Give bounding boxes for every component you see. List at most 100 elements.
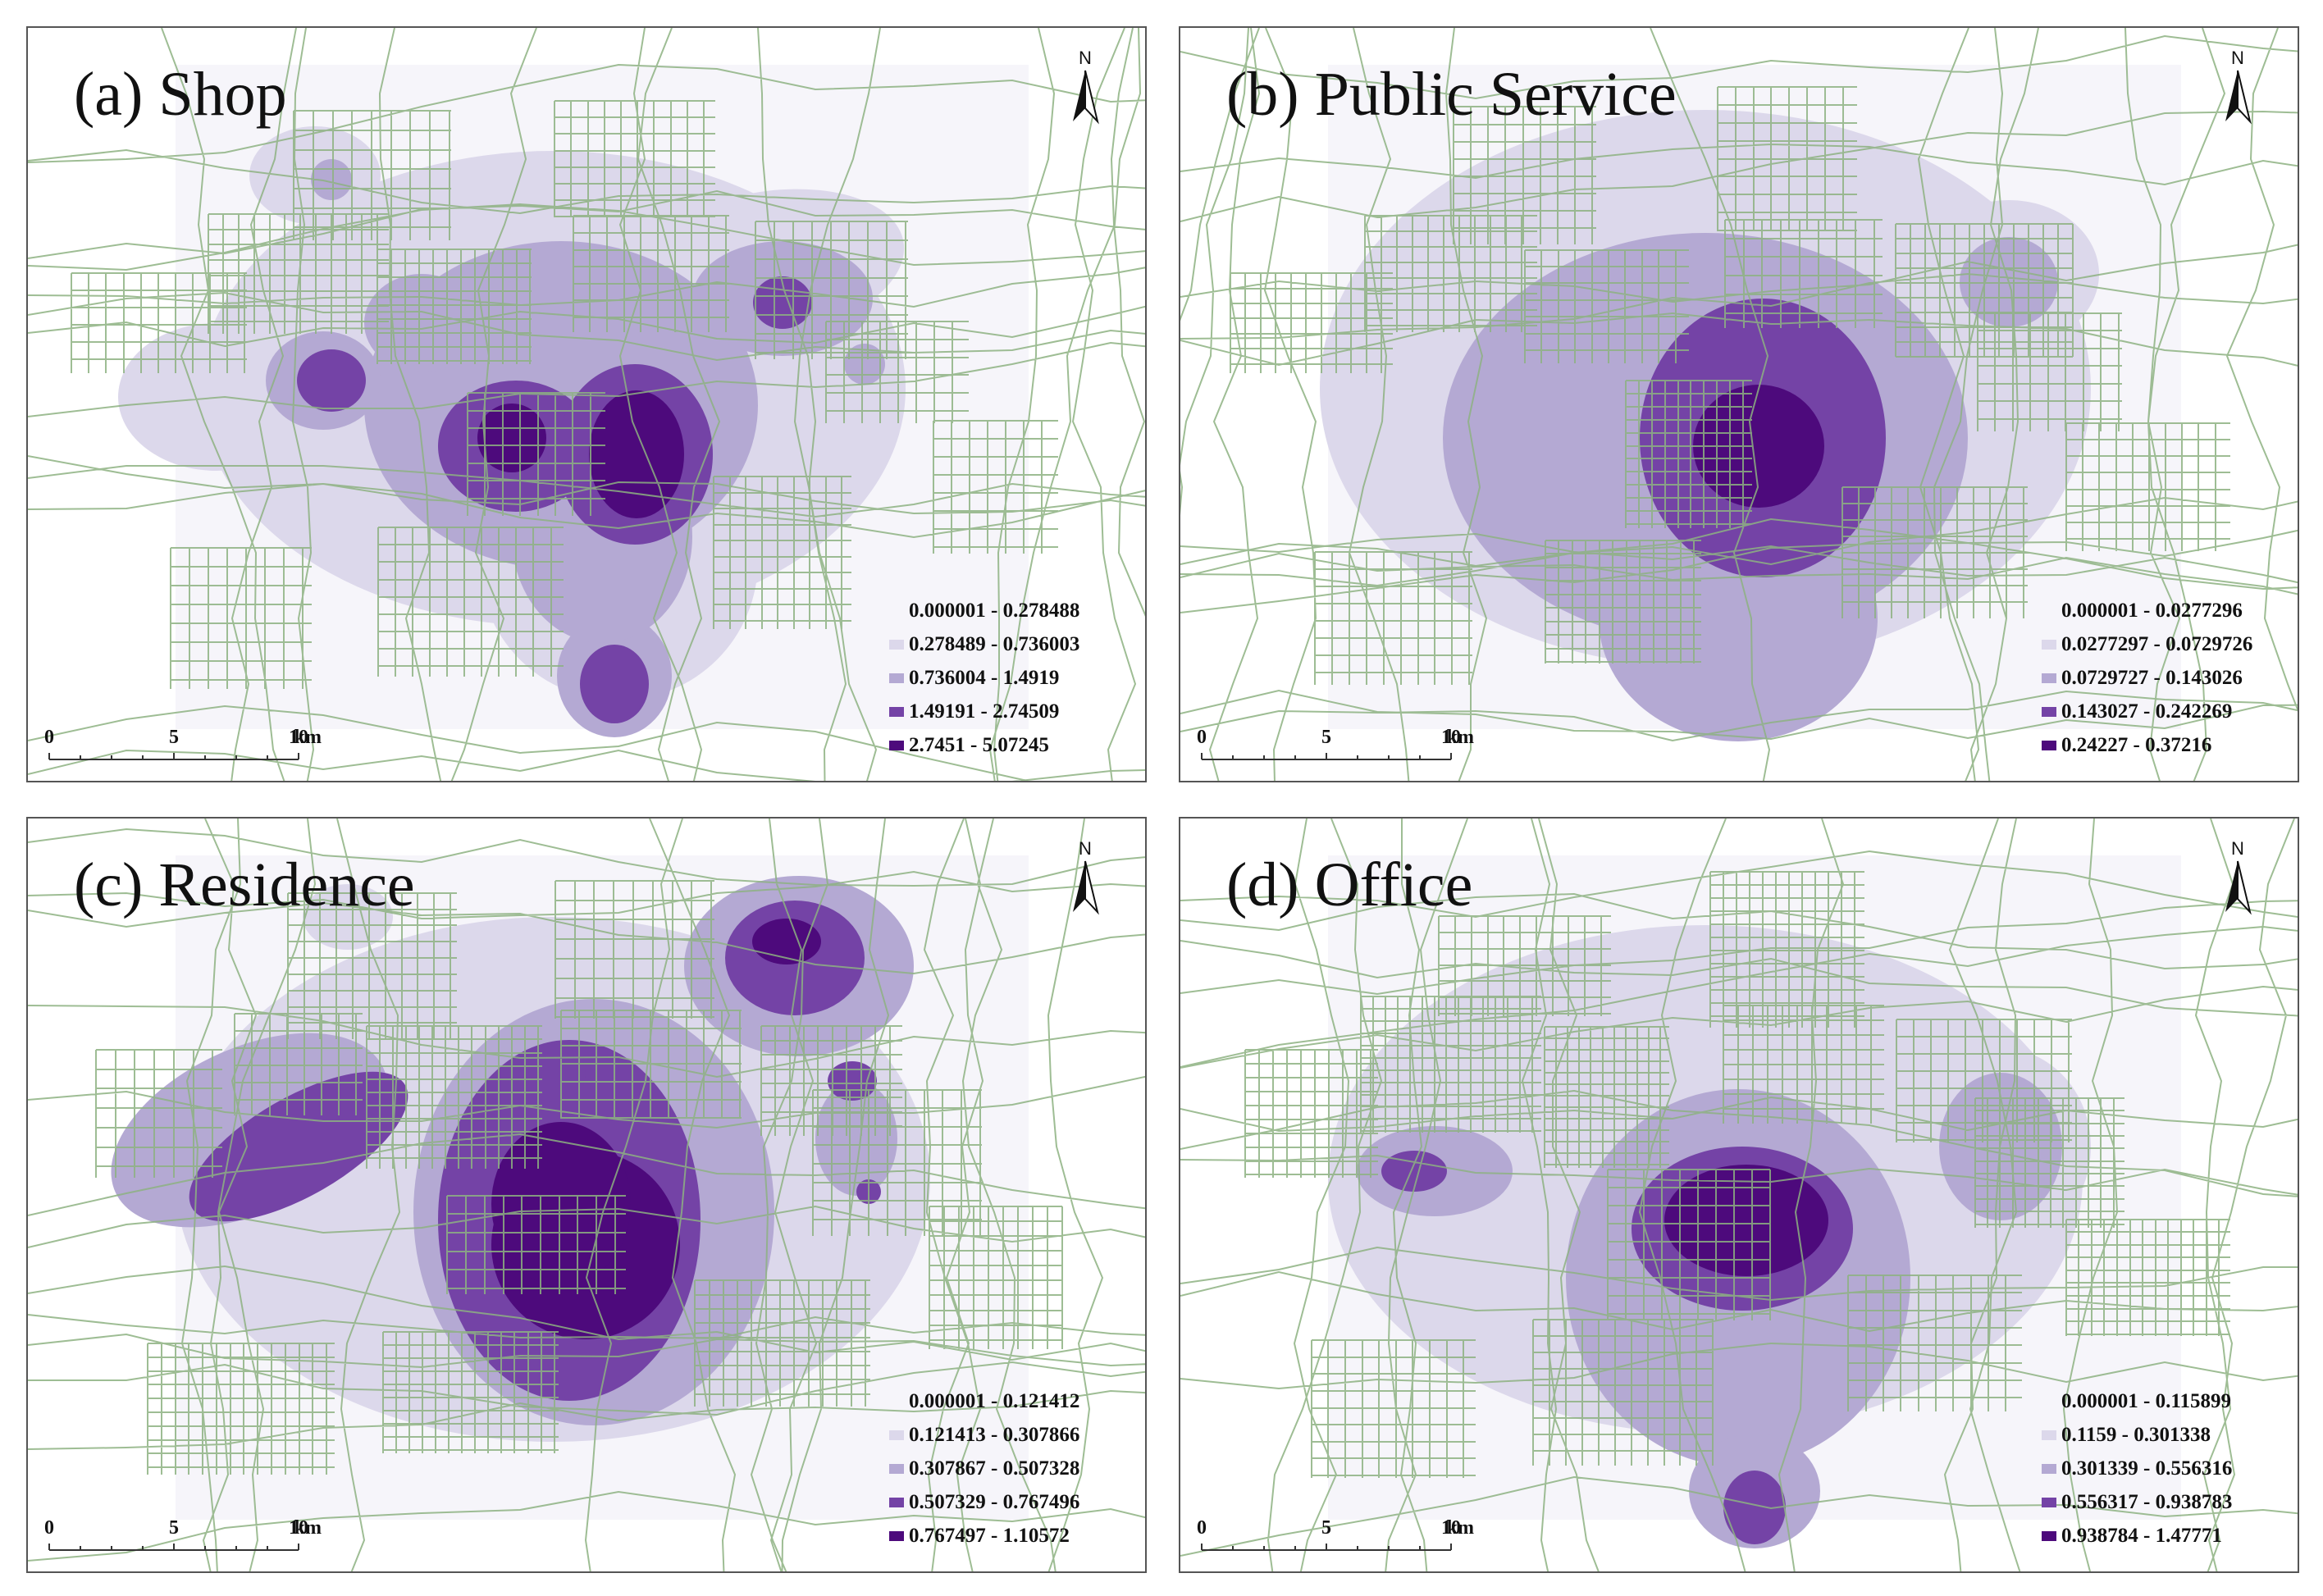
legend-label: 0.121413 - 0.307866 — [909, 1423, 1080, 1446]
north-arrow-icon: N — [1073, 838, 1099, 915]
legend-label: 0.507329 - 0.767496 — [909, 1490, 1080, 1513]
legend-swatch — [2042, 740, 2056, 750]
legend-item: 0.507329 - 0.767496 — [889, 1485, 1135, 1519]
legend-item: 0.938784 - 1.47771 — [2042, 1519, 2288, 1553]
legend-label: 0.556317 - 0.938783 — [2061, 1490, 2233, 1513]
svg-text:km: km — [1447, 727, 1474, 748]
legend-label: 0.278489 - 0.736003 — [909, 632, 1080, 655]
density-zone-class-5 — [589, 390, 684, 518]
legend-item: 0.0729727 - 0.143026 — [2042, 661, 2288, 695]
density-map-public-service — [1180, 28, 2298, 781]
north-label: N — [1079, 48, 1092, 68]
legend-swatch — [889, 706, 904, 717]
north-label: N — [1079, 838, 1092, 859]
legend: 0.000001 - 0.115899 0.1159 - 0.301338 0.… — [2042, 1384, 2288, 1553]
north-arrow-icon: N — [2225, 48, 2252, 125]
legend-item: 0.307867 - 0.507328 — [889, 1452, 1135, 1485]
svg-text:0: 0 — [1197, 727, 1207, 748]
legend-label: 0.143027 - 0.242269 — [2061, 700, 2233, 723]
legend-label: 0.24227 - 0.37216 — [2061, 733, 2212, 756]
north-arrow-icon: N — [1073, 48, 1099, 125]
density-zone-class-5 — [1664, 1165, 1828, 1276]
legend-label: 0.000001 - 0.115899 — [2061, 1389, 2231, 1412]
legend-label: 0.0729727 - 0.143026 — [2061, 666, 2243, 689]
density-zone-class-5 — [1693, 385, 1824, 508]
legend-item: 0.278489 - 0.736003 — [889, 627, 1135, 661]
scale-bar: 0 5 10 km — [1197, 1517, 1474, 1551]
legend-item: 0.000001 - 0.121412 — [889, 1384, 1135, 1418]
legend-swatch — [889, 639, 904, 650]
legend-label: 0.307867 - 0.507328 — [909, 1457, 1080, 1480]
legend-swatch — [889, 605, 904, 616]
legend-swatch — [889, 740, 904, 750]
legend-label: 2.7451 - 5.07245 — [909, 733, 1049, 756]
legend: 0.000001 - 0.0277296 0.0277297 - 0.07297… — [2042, 594, 2288, 762]
density-map-office — [1180, 819, 2298, 1571]
scale-bar: 0 5 10 km — [44, 727, 322, 760]
legend-label: 0.938784 - 1.47771 — [2061, 1524, 2222, 1547]
svg-text:5: 5 — [169, 1517, 179, 1539]
legend-label: 0.301339 - 0.556316 — [2061, 1457, 2233, 1480]
legend-item: 0.1159 - 0.301338 — [2042, 1418, 2288, 1452]
svg-text:10: 10 — [1441, 727, 1461, 748]
density-zone-class-4 — [580, 645, 649, 723]
north-label: N — [2231, 48, 2244, 68]
road-network — [1180, 28, 2298, 781]
panel-title: (c) Residence — [74, 850, 415, 919]
legend-label: 0.000001 - 0.121412 — [909, 1389, 1080, 1412]
legend-swatch — [889, 673, 904, 683]
legend-swatch — [2042, 605, 2056, 616]
panel-title: (d) Office — [1226, 850, 1473, 919]
legend-swatch — [2042, 1463, 2056, 1474]
legend: 0.000001 - 0.278488 0.278489 - 0.736003 … — [889, 594, 1135, 762]
legend-item: 0.24227 - 0.37216 — [2042, 728, 2288, 762]
svg-text:0: 0 — [1197, 1517, 1207, 1539]
density-zone-class-5 — [752, 919, 821, 964]
svg-text:0: 0 — [44, 1517, 54, 1539]
svg-text:5: 5 — [1321, 727, 1331, 748]
map-panel-office: (d) Office N 0.000001 - 0.115899 0.1159 … — [1179, 817, 2299, 1573]
legend-swatch — [2042, 639, 2056, 650]
north-label: N — [2231, 838, 2244, 859]
legend-swatch — [889, 1430, 904, 1440]
map-panel-residence: (c) Residence N 0.000001 - 0.121412 0.12… — [26, 817, 1147, 1573]
legend-swatch — [2042, 1530, 2056, 1541]
legend-swatch — [2042, 673, 2056, 683]
map-panel-public-service: (b) Public Service N 0.000001 - 0.027729… — [1179, 26, 2299, 782]
road-network — [1180, 819, 2298, 1571]
legend-swatch — [2042, 1396, 2056, 1407]
scale-bar: 0 5 10 km — [44, 1517, 322, 1551]
road-network — [28, 28, 1145, 781]
density-zone-class-4 — [189, 1071, 408, 1222]
legend-swatch — [889, 1497, 904, 1507]
legend-label: 0.767497 - 1.10572 — [909, 1524, 1070, 1547]
legend-swatch — [2042, 706, 2056, 717]
legend-item: 0.767497 - 1.10572 — [889, 1519, 1135, 1553]
legend-label: 0.000001 - 0.0277296 — [2061, 599, 2243, 622]
scale-bar: 0 5 10 km — [1197, 727, 1474, 760]
legend-item: 0.121413 - 0.307866 — [889, 1418, 1135, 1452]
legend-label: 1.49191 - 2.74509 — [909, 700, 1060, 723]
svg-text:km: km — [294, 1517, 322, 1539]
legend-item: 2.7451 - 5.07245 — [889, 728, 1135, 762]
legend-item: 1.49191 - 2.74509 — [889, 695, 1135, 728]
legend-label: 0.1159 - 0.301338 — [2061, 1423, 2211, 1446]
legend-swatch — [2042, 1430, 2056, 1440]
svg-text:10: 10 — [1441, 1517, 1461, 1539]
svg-text:5: 5 — [1321, 1517, 1331, 1539]
density-zone-class-4 — [1381, 1151, 1447, 1192]
svg-text:5: 5 — [169, 727, 179, 748]
legend-label: 0.0277297 - 0.0729726 — [2061, 632, 2253, 655]
svg-text:km: km — [1447, 1517, 1474, 1539]
svg-text:10: 10 — [289, 727, 308, 748]
legend-item: 0.0277297 - 0.0729726 — [2042, 627, 2288, 661]
legend-item: 0.000001 - 0.0277296 — [2042, 594, 2288, 627]
legend-swatch — [2042, 1497, 2056, 1507]
legend-swatch — [889, 1530, 904, 1541]
legend-item: 0.301339 - 0.556316 — [2042, 1452, 2288, 1485]
svg-text:km: km — [294, 727, 322, 748]
legend-item: 0.556317 - 0.938783 — [2042, 1485, 2288, 1519]
legend-item: 0.143027 - 0.242269 — [2042, 695, 2288, 728]
legend-swatch — [889, 1396, 904, 1407]
svg-text:10: 10 — [289, 1517, 308, 1539]
